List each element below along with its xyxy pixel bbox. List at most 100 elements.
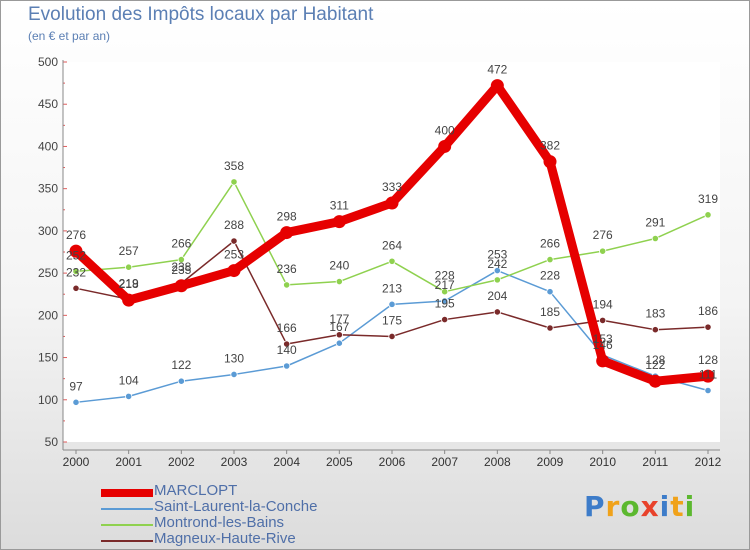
data-label: 228 (540, 269, 560, 283)
data-label: 472 (487, 63, 507, 77)
data-point (490, 79, 504, 93)
data-point (125, 392, 133, 400)
logo-letter: i (684, 490, 696, 523)
data-label: 333 (382, 180, 402, 194)
x-tick-label: 2003 (221, 455, 248, 469)
data-label: 213 (382, 281, 402, 295)
data-label: 253 (487, 248, 507, 262)
data-point (704, 323, 712, 331)
logo-letter: t (670, 490, 685, 523)
data-point (280, 226, 294, 240)
data-label: 232 (66, 265, 86, 279)
data-label: 264 (382, 238, 402, 252)
x-tick-label: 2009 (537, 455, 564, 469)
data-label: 276 (66, 228, 86, 242)
logo-letter: o (620, 490, 641, 523)
x-tick-label: 2011 (642, 455, 668, 469)
x-tick-label: 2002 (168, 455, 195, 469)
data-label: 153 (593, 332, 613, 346)
data-point (596, 354, 610, 368)
data-point (122, 293, 136, 307)
data-point (546, 288, 554, 296)
data-point (72, 284, 80, 292)
data-point (174, 279, 188, 293)
data-point (701, 369, 715, 383)
x-tick-label: 2010 (589, 455, 616, 469)
data-label: 240 (329, 259, 349, 273)
data-label: 194 (593, 297, 613, 311)
chart-subtitle: (en € et par an) (28, 29, 111, 43)
logo-letter: i (659, 490, 671, 523)
data-label: 358 (224, 159, 244, 173)
x-tick-label: 2012 (695, 455, 722, 469)
data-point (69, 244, 83, 258)
y-tick-label: 250 (38, 266, 58, 280)
x-tick-label: 2000 (63, 455, 90, 469)
data-point (493, 276, 501, 284)
data-label: 252 (66, 248, 86, 262)
x-tick-label: 2006 (379, 455, 406, 469)
y-tick-label: 450 (38, 97, 58, 111)
data-point (543, 155, 557, 169)
data-label: 217 (435, 278, 455, 292)
data-label: 218 (119, 277, 139, 291)
plot-area (63, 62, 720, 442)
data-point (651, 326, 659, 334)
data-point (438, 139, 452, 153)
logo-letter: P (584, 490, 606, 523)
y-tick-label: 400 (38, 139, 58, 153)
data-label: 111 (699, 367, 718, 381)
data-label: 228 (435, 269, 455, 283)
data-label: 186 (698, 304, 718, 318)
data-point (125, 263, 133, 271)
data-label: 177 (329, 312, 349, 326)
data-point (72, 267, 80, 276)
data-label: 104 (119, 373, 139, 387)
data-point (177, 256, 185, 264)
data-label: 400 (435, 123, 455, 137)
data-label: 311 (330, 199, 349, 213)
data-label: 183 (645, 307, 665, 321)
data-point (648, 374, 662, 388)
data-label: 146 (593, 338, 613, 352)
data-point (283, 281, 291, 289)
data-point (546, 256, 554, 264)
data-label: 298 (277, 210, 297, 224)
data-label: 319 (698, 192, 718, 206)
data-point (335, 331, 343, 339)
legend-label: Magneux-Haute-Rive (154, 530, 296, 547)
data-label: 242 (487, 257, 507, 271)
data-label: 185 (540, 305, 560, 319)
data-point (441, 315, 449, 324)
data-point (599, 316, 607, 324)
data-label: 128 (645, 353, 665, 367)
data-point (599, 247, 607, 255)
data-label: 128 (698, 353, 718, 367)
data-label: 238 (171, 260, 191, 274)
data-label: 235 (171, 263, 191, 277)
y-tick-label: 200 (38, 308, 58, 322)
data-point (230, 370, 238, 379)
data-point (388, 332, 396, 341)
chart-title: Evolution des Impôts locaux par Habitant (28, 4, 374, 25)
y-tick-label: 350 (38, 182, 58, 196)
x-tick-label: 2005 (326, 455, 353, 469)
data-point (177, 377, 185, 385)
data-point (493, 266, 501, 275)
data-point (546, 324, 554, 332)
data-point (704, 386, 712, 395)
data-point (493, 308, 501, 316)
data-point (230, 237, 238, 245)
legend-swatch (101, 540, 153, 542)
data-point (230, 178, 238, 186)
y-tick-label: 150 (38, 351, 58, 365)
data-label: 204 (487, 289, 507, 303)
data-point (388, 300, 396, 308)
x-tick-label: 2001 (115, 455, 142, 469)
y-tick-label: 500 (38, 55, 58, 69)
data-point (283, 362, 291, 370)
data-label: 288 (224, 218, 244, 232)
data-point (283, 340, 291, 348)
